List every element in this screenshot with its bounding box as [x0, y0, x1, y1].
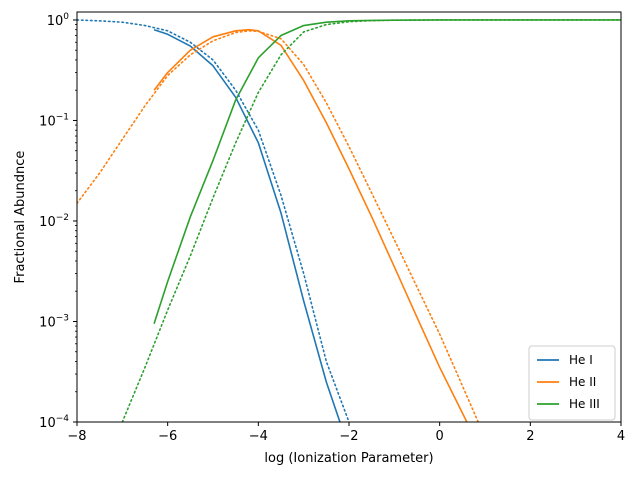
series-line-he-i-solid-0 — [153, 28, 341, 422]
x-tick-label: −2 — [339, 429, 358, 444]
legend-label-he-ii: He II — [569, 375, 596, 389]
y-tick-label: 10−1 — [39, 112, 69, 129]
y-axis-ticks: 10−4 10−3 10−2 10−1 100 — [39, 12, 77, 431]
x-tick-label: −4 — [249, 429, 268, 444]
legend-label-he-i: He I — [569, 353, 593, 367]
x-tick-label: −6 — [158, 429, 177, 444]
x-tick-label: 0 — [436, 429, 444, 444]
y-tick-label: 10−4 — [39, 414, 69, 431]
y-tick-label: 10−2 — [39, 213, 69, 230]
plot-frame — [76, 11, 622, 423]
y-axis-label: Fractional Abundnce — [13, 151, 28, 284]
series-line-model-dotted-4 — [77, 30, 479, 422]
x-axis-ticks: −8 −6 −4 −2 0 2 4 — [67, 422, 625, 444]
x-tick-label: 2 — [526, 429, 534, 444]
y-tick-label: 10−3 — [39, 313, 69, 330]
series-layer — [77, 19, 621, 422]
series-line-model-dotted-3 — [77, 19, 350, 422]
x-axis-label: log (Ionization Parameter) — [264, 451, 433, 466]
x-tick-label: 4 — [617, 429, 625, 444]
legend: He I He II He III — [528, 345, 616, 421]
series-line-model-dotted-5 — [121, 19, 621, 422]
y-tick-label: 100 — [47, 12, 70, 29]
legend-label-he-iii: He III — [569, 397, 600, 411]
x-tick-label: −8 — [67, 429, 86, 444]
series-line-he-ii-solid-1 — [153, 28, 468, 422]
legend-box — [528, 345, 616, 421]
